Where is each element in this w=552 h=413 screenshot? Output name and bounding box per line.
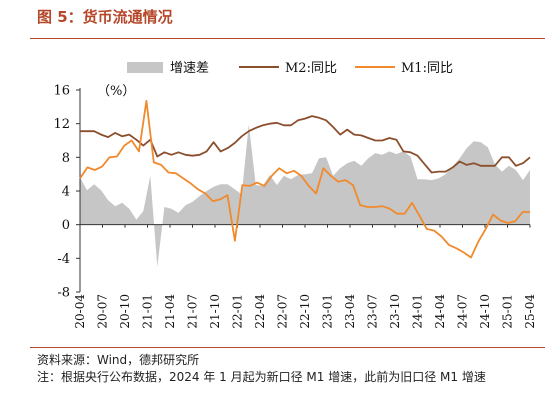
legend-label-spread: 增速差 (170, 61, 209, 76)
legend: 增速差 M2:同比 M1:同比 (127, 61, 453, 76)
x-tick-label: 22-10 (298, 294, 312, 329)
x-tick-label: 25-01 (501, 294, 515, 329)
x-tick-label: 25-04 (523, 294, 537, 329)
y-tick-label: 16 (53, 84, 70, 99)
x-tick-label: 24-10 (478, 294, 492, 329)
x-tick-label: 21-04 (163, 294, 177, 329)
figure-notes: 资料来源：Wind，德邦研究所 注：根据央行公布数据，2024 年 1 月起为新… (37, 352, 547, 386)
m1-series-line (79, 100, 530, 259)
x-tick-label: 20-04 (73, 294, 87, 329)
m2-series-line (80, 115, 531, 174)
source-note: 资料来源：Wind，德邦研究所 (37, 353, 200, 367)
x-tick-label: 21-10 (208, 294, 222, 329)
title-rule (30, 38, 545, 39)
x-tick-label: 21-01 (141, 294, 155, 329)
x-tick-label: 24-01 (411, 294, 425, 329)
x-tick-label: 24-07 (456, 294, 470, 329)
axes: -8 -4 0 4 8 12 16 20-04 20-07 20-10 21-01 21-04 21-0… (53, 84, 537, 329)
footnote: 注：根据央行公布数据，2024 年 1 月起为新口径 M1 增速，此前为旧口径 … (37, 370, 486, 384)
series-lines (79, 100, 531, 259)
x-tick-label: 20-07 (96, 294, 110, 329)
figure-title: 图 5：货币流通情况 (37, 8, 173, 26)
legend-swatch-spread (127, 62, 163, 73)
legend-label-m2: M2:同比 (285, 61, 337, 76)
spread-area (80, 124, 530, 267)
legend-label-m1: M1:同比 (401, 61, 453, 76)
y-tick-label: 0 (62, 218, 70, 233)
x-tick-label: 22-07 (276, 294, 290, 329)
x-tick-label: 21-07 (186, 294, 200, 329)
unit-label: （%） (97, 84, 135, 99)
x-tick-label: 20-10 (118, 294, 132, 329)
x-tick-label: 23-10 (388, 294, 402, 329)
x-tick-label: 23-01 (321, 294, 335, 329)
y-tick-label: 12 (53, 117, 70, 132)
x-tick-label: 24-04 (433, 294, 447, 329)
x-tick-label: 22-01 (231, 294, 245, 329)
y-tick-label: 8 (62, 151, 70, 166)
spread-area-layer (80, 124, 530, 267)
footer-rule (30, 347, 545, 348)
y-tick-label: -4 (57, 252, 70, 267)
x-tick-label: 23-04 (343, 294, 357, 329)
y-tick-label: 4 (62, 185, 70, 200)
y-tick-label: -8 (57, 286, 70, 301)
x-tick-label: 23-07 (366, 294, 380, 329)
x-tick-label: 22-04 (253, 294, 267, 329)
chart: 增速差 M2:同比 M1:同比 （%） -8 -4 0 4 8 12 16 20-04 20-07 2… (53, 61, 537, 329)
